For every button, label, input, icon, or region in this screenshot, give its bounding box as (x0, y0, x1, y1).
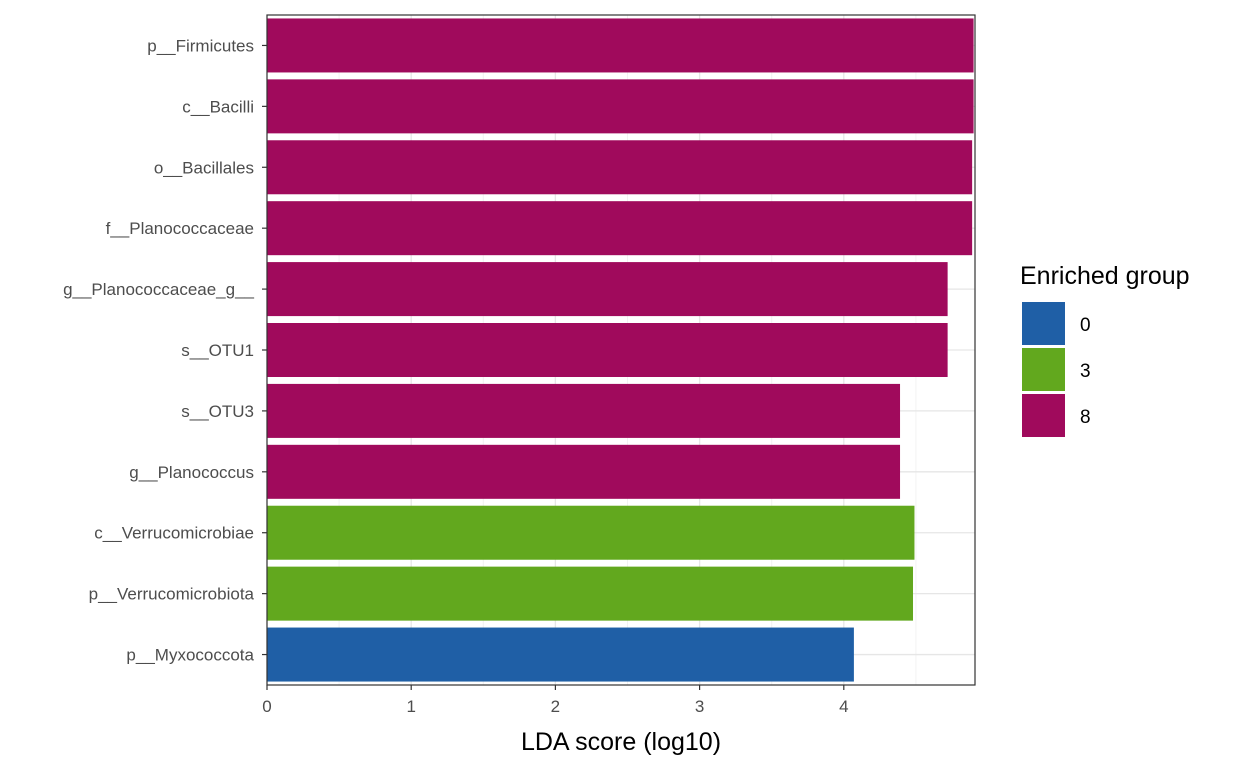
legend-swatch (1022, 348, 1065, 391)
bar (267, 79, 974, 134)
y-tick-label: p__Verrucomicrobiota (89, 585, 255, 604)
y-tick-label: p__Myxococcota (126, 646, 254, 665)
y-tick-label: o__Bacillales (154, 158, 254, 177)
bars (267, 18, 974, 682)
y-tick-label: p__Firmicutes (147, 36, 254, 55)
y-tick-label: s__OTU3 (181, 402, 254, 421)
bar (267, 566, 914, 621)
y-tick-label: g__Planococcaceae_g__ (63, 280, 254, 299)
y-tick-label: c__Bacilli (182, 97, 254, 116)
legend-label: 3 (1080, 361, 1091, 382)
x-axis-title: LDA score (log10) (521, 728, 721, 756)
y-tick-label: f__Planococcaceae (106, 219, 254, 238)
legend: Enriched group 0 3 8 (1020, 262, 1190, 437)
legend-label: 8 (1080, 407, 1091, 428)
bar (267, 627, 854, 682)
y-axis-ticks: p__Firmicutes c__Bacilli o__Bacillales f__P… (63, 36, 267, 665)
bar (267, 383, 901, 438)
bar (267, 18, 974, 73)
bar (267, 444, 901, 499)
y-tick-label: g__Planococcus (129, 463, 254, 482)
x-tick-label: 4 (839, 697, 848, 716)
y-tick-label: c__Verrucomicrobiae (94, 524, 254, 543)
x-axis-ticks: 0 1 2 3 4 (262, 685, 849, 716)
x-tick-label: 3 (695, 697, 704, 716)
bar (267, 323, 948, 377)
legend-entries: 0 3 8 (1022, 302, 1091, 437)
bar (267, 505, 915, 560)
legend-swatch (1022, 394, 1065, 437)
legend-label: 0 (1080, 315, 1091, 336)
bar (267, 140, 973, 195)
legend-title: Enriched group (1020, 262, 1190, 290)
x-tick-label: 1 (406, 697, 415, 716)
x-tick-label: 2 (551, 697, 560, 716)
bar (267, 201, 973, 256)
y-tick-label: s__OTU1 (181, 341, 254, 360)
legend-swatch (1022, 302, 1065, 345)
x-tick-label: 0 (262, 697, 271, 716)
bar (267, 262, 948, 317)
